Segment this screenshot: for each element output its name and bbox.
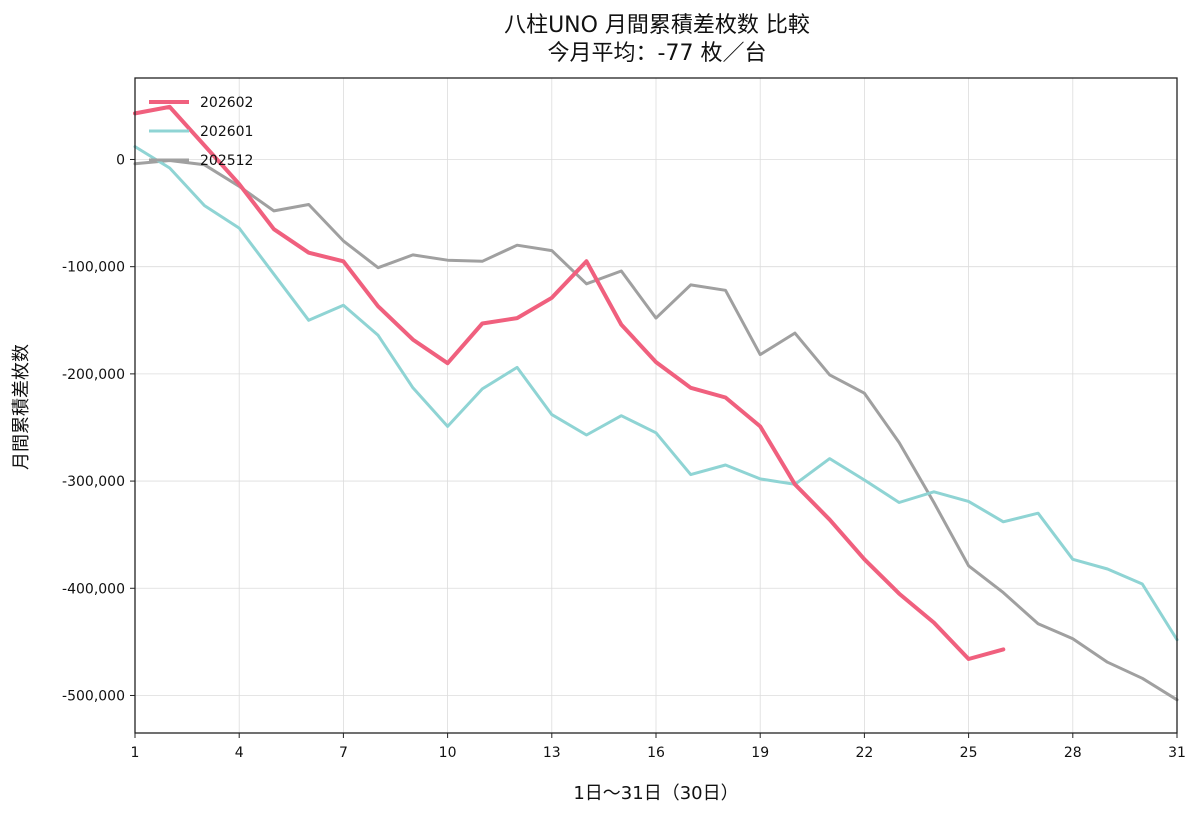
x-tick-label: 4 bbox=[235, 745, 244, 761]
x-tick-label: 16 bbox=[647, 745, 665, 761]
legend: 202602 202601 202512 bbox=[149, 95, 253, 169]
y-tick-label: -100,000 bbox=[62, 260, 125, 276]
ticks: 1 4 7 10 13 16 19 22 25 28 31 0 -100,000 -200,000 -300… bbox=[62, 152, 1186, 761]
x-tick-label: 19 bbox=[751, 745, 769, 761]
y-tick-label: -400,000 bbox=[62, 581, 125, 597]
legend-label-202601: 202601 bbox=[200, 124, 253, 140]
chart-subtitle: 今月平均：-77 枚／台 bbox=[548, 41, 767, 66]
y-tick-label: -500,000 bbox=[62, 688, 125, 704]
x-tick-label: 25 bbox=[960, 745, 978, 761]
legend-label-202602: 202602 bbox=[200, 95, 253, 111]
series-line-202602 bbox=[133, 104, 1006, 661]
x-tick-label: 7 bbox=[339, 745, 348, 761]
x-tick-label: 13 bbox=[543, 745, 561, 761]
series-lines bbox=[133, 104, 1179, 702]
x-tick-label: 28 bbox=[1064, 745, 1082, 761]
y-tick-label: -300,000 bbox=[62, 474, 125, 490]
x-axis-label: 1日〜31日（30日） bbox=[573, 783, 738, 804]
x-tick-label: 10 bbox=[439, 745, 457, 761]
x-tick-label: 31 bbox=[1168, 745, 1186, 761]
series-line-202601 bbox=[133, 145, 1179, 642]
chart-title: 八柱UNO 月間累積差枚数 比較 bbox=[504, 13, 810, 38]
series-line-202512 bbox=[133, 159, 1179, 702]
y-tick-label: -200,000 bbox=[62, 367, 125, 383]
y-axis-label: 月間累積差枚数 bbox=[11, 344, 32, 470]
x-tick-label: 22 bbox=[855, 745, 873, 761]
legend-label-202512: 202512 bbox=[200, 153, 253, 169]
y-tick-label: 0 bbox=[116, 152, 125, 168]
x-tick-label: 1 bbox=[131, 745, 140, 761]
